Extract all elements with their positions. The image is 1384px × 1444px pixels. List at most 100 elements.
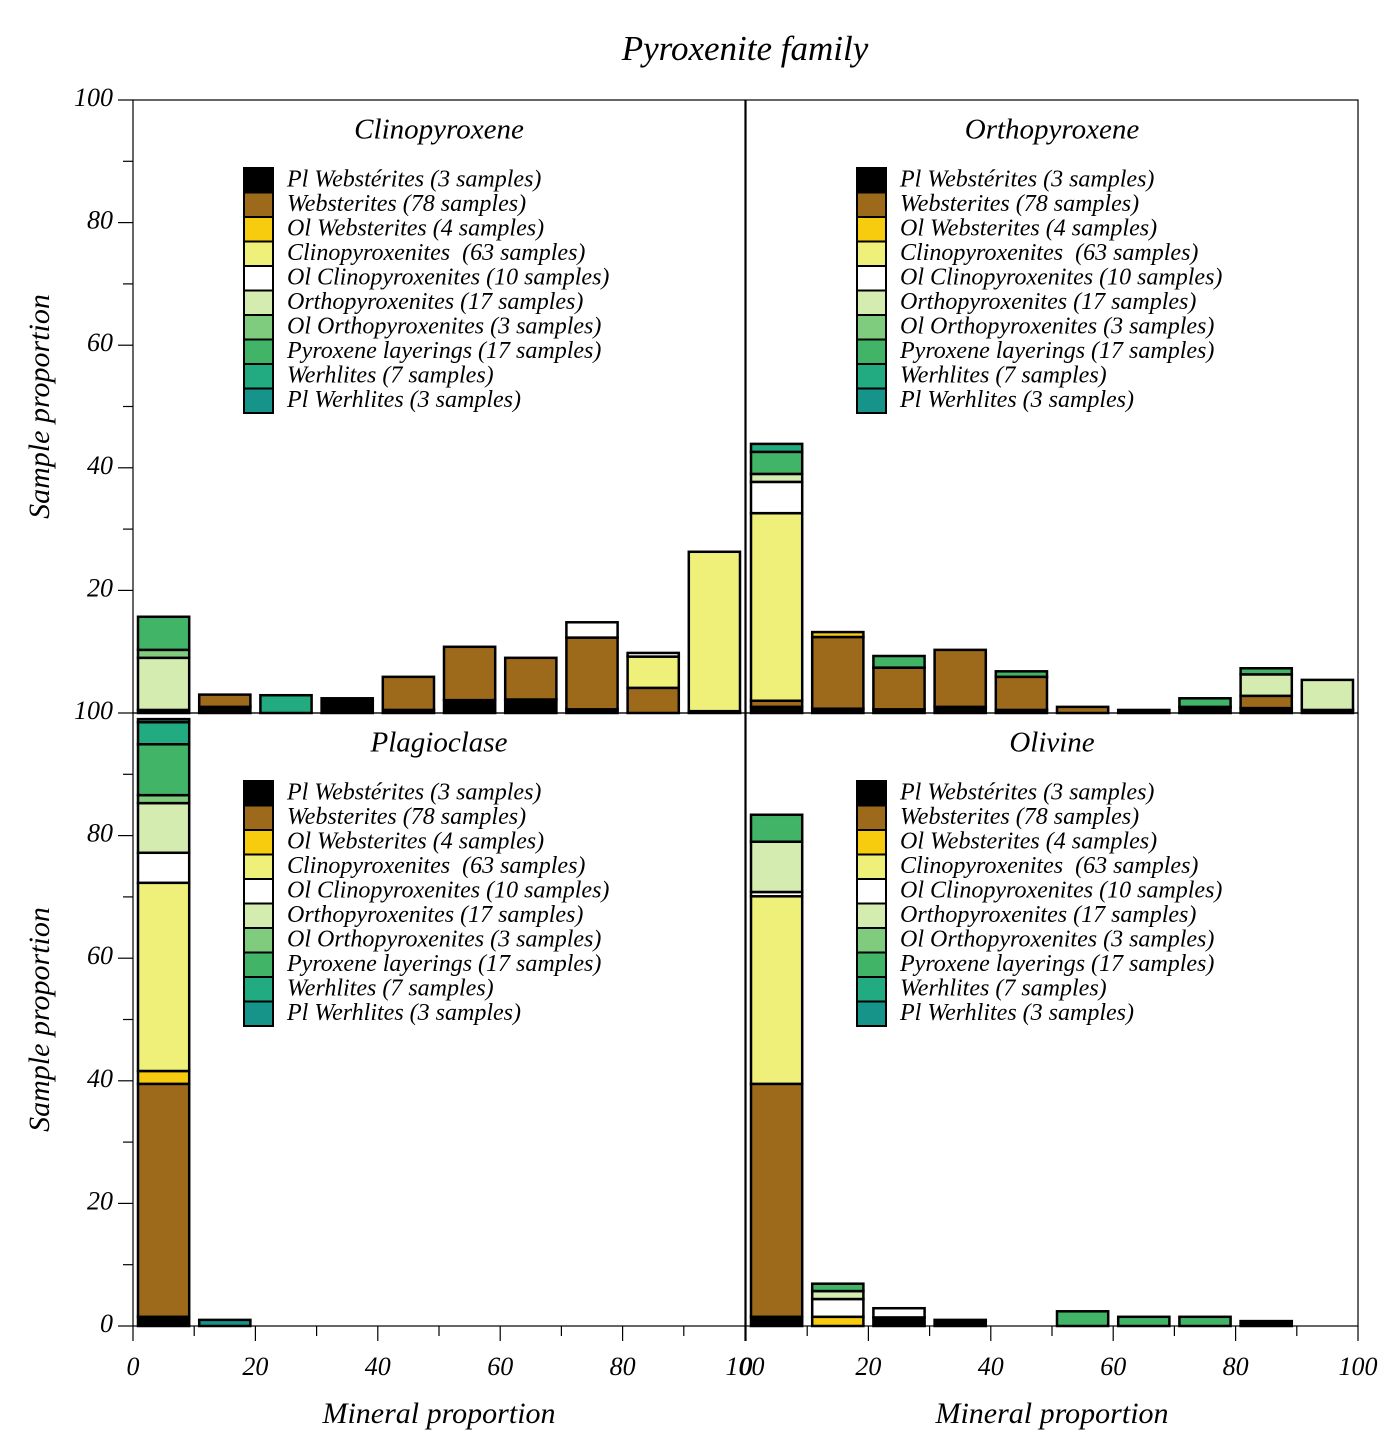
legend-label: Clinopyroxenites (63 samples) — [900, 240, 1198, 266]
panel-title: Olivine — [1009, 727, 1094, 759]
x-tick-label: 20 — [242, 1352, 268, 1381]
legend-swatch — [243, 853, 274, 880]
bar-segment — [749, 511, 804, 702]
legend-swatch — [243, 829, 274, 856]
legend-label: Websterites (78 samples) — [900, 191, 1139, 217]
legend-label: Ol Orthopyroxenites (3 samples) — [287, 314, 601, 340]
legend-label: Werhlites (7 samples) — [287, 363, 494, 389]
x-tick-label: 60 — [1100, 1352, 1126, 1381]
legend-swatch — [856, 1000, 887, 1027]
bar-segment — [1178, 1315, 1232, 1328]
legend-label: Websterites (78 samples) — [900, 804, 1139, 830]
legend-swatch — [243, 1000, 274, 1027]
legend-swatch — [856, 927, 887, 954]
legend-label: Ol Websterites (4 samples) — [287, 216, 544, 242]
legend-swatch — [856, 878, 887, 905]
y-axis-label: Sample proportion — [23, 294, 56, 519]
legend-label: Websterites (78 samples) — [287, 804, 526, 830]
bar-segment — [197, 1318, 252, 1328]
x-axis-label: Mineral proportion — [321, 1397, 555, 1430]
bar-segment — [687, 550, 742, 713]
bar-segment — [626, 686, 681, 715]
legend-swatch — [243, 338, 274, 365]
bar-segment — [1239, 694, 1294, 710]
bar-segment — [933, 648, 988, 709]
x-tick-label: 40 — [365, 1352, 391, 1381]
bar-segment — [994, 670, 1049, 679]
legend-swatch — [856, 780, 887, 807]
legend-swatch — [856, 265, 887, 292]
bar-segment — [136, 851, 191, 885]
legend-label: Pyroxene layerings (17 samples) — [286, 951, 601, 977]
legend-swatch — [856, 314, 887, 341]
y-tick-label: 20 — [87, 573, 113, 602]
legend-label: Pyroxene layerings (17 samples) — [286, 338, 601, 364]
y-tick-label: 100 — [74, 83, 113, 112]
legend-swatch — [856, 829, 887, 856]
legend-swatch — [856, 363, 887, 390]
legend-label: Pl Webstérites (3 samples) — [286, 780, 541, 806]
bar-segment — [749, 1315, 804, 1328]
bar-segment — [872, 654, 926, 669]
bar-segment — [136, 1315, 191, 1328]
bar-segment — [197, 693, 252, 709]
bar-segment — [1178, 697, 1232, 709]
legend-swatch — [856, 387, 887, 414]
legend-swatch — [243, 804, 274, 831]
bar-segment — [626, 655, 681, 690]
legend-swatch — [856, 167, 887, 194]
legend-label: Websterites (78 samples) — [287, 191, 526, 217]
bar-segment — [810, 1282, 865, 1293]
legend-swatch — [856, 902, 887, 929]
bar-segment — [442, 645, 497, 702]
legend-swatch — [856, 853, 887, 880]
bar-segment — [810, 630, 865, 639]
legend-swatch — [856, 804, 887, 831]
legend-swatch — [243, 216, 274, 243]
bar-segment — [810, 1297, 865, 1319]
legend-swatch — [243, 902, 274, 929]
panel-title: Clinopyroxene — [354, 114, 524, 146]
x-tick-label: 60 — [487, 1352, 513, 1381]
bar-segment — [749, 450, 804, 476]
bar-segment — [872, 666, 926, 711]
y-tick-label: 60 — [87, 328, 113, 357]
y-tick-label: 40 — [87, 451, 113, 480]
legend-label: Orthopyroxenites (17 samples) — [287, 289, 583, 315]
legend-label: Pl Webstérites (3 samples) — [899, 780, 1154, 806]
bar-segment — [810, 1315, 865, 1328]
bar-segment — [1300, 678, 1355, 712]
bar-segment — [994, 675, 1049, 712]
legend-label: Pyroxene layerings (17 samples) — [899, 951, 1214, 977]
legend-label: Pl Werhlites (3 samples) — [286, 387, 521, 413]
legend-label: Ol Orthopyroxenites (3 samples) — [287, 927, 601, 953]
bar-segment — [626, 651, 681, 658]
legend-swatch — [243, 878, 274, 905]
bar-segment — [1239, 1319, 1294, 1328]
bar-segment — [565, 636, 619, 711]
legend-label: Ol Clinopyroxenites (10 samples) — [287, 878, 609, 904]
x-axis-label: Mineral proportion — [934, 1397, 1168, 1430]
bar-segment — [933, 1318, 988, 1328]
bar-segment — [136, 801, 191, 855]
bar-segment — [320, 697, 375, 715]
x-tick-label: 80 — [1223, 1352, 1249, 1381]
bar-segment — [381, 675, 436, 712]
legend-swatch — [856, 289, 887, 316]
y-tick-label: 40 — [87, 1064, 113, 1093]
legend-label: Ol Websterites (4 samples) — [900, 216, 1157, 242]
legend-label: Orthopyroxenites (17 samples) — [900, 289, 1196, 315]
y-tick-label: 60 — [87, 941, 113, 970]
bar-segment — [136, 615, 191, 652]
y-tick-label: 80 — [87, 819, 113, 848]
legend-swatch — [243, 780, 274, 807]
x-tick-label: 80 — [610, 1352, 636, 1381]
legend-label: Clinopyroxenites (63 samples) — [287, 240, 585, 266]
x-tick-label: 100 — [726, 1352, 765, 1381]
legend-swatch — [243, 240, 274, 267]
panel-title: Plagioclase — [370, 727, 508, 759]
bar-segment — [1116, 1315, 1171, 1328]
y-tick-label: 20 — [87, 1186, 113, 1215]
legend-swatch — [243, 927, 274, 954]
